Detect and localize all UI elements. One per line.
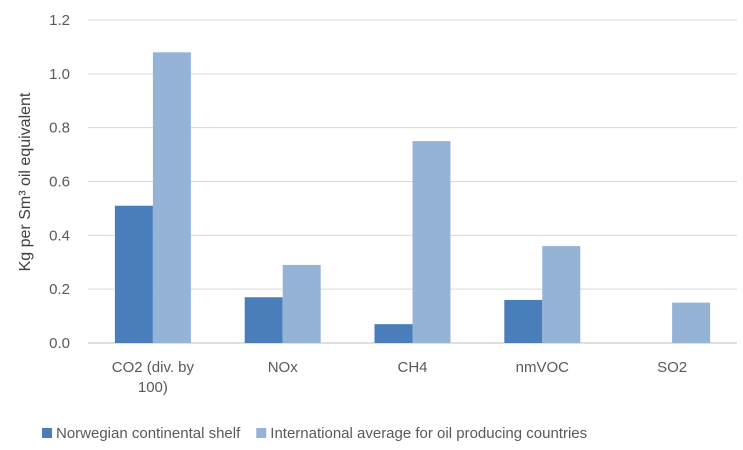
legend-swatch [256,428,267,438]
bar-norwegian-shelf [244,297,283,343]
y-tick-label: 0.0 [49,335,70,352]
bar-international-average [282,264,321,343]
bar-international-average [152,52,191,344]
y-tick-labels: 0.0 0.2 0.4 0.6 0.8 1.0 1.2 [49,12,70,352]
category-label: NOx [268,359,299,376]
y-tick-label: 1.2 [49,12,70,29]
legend-swatch [42,428,52,438]
category-label: 100) [138,379,168,396]
category-label: CH4 [397,359,427,376]
bar-international-average [672,302,711,343]
bar-norwegian-shelf [374,324,413,343]
category-labels: CO2 (div. by 100) NOx CH4 nmVOC SO2 [112,359,687,396]
bar-international-average [542,246,581,343]
legend: Norwegian continental shelf International… [42,425,587,442]
y-tick-label: 0.6 [49,174,70,191]
y-tick-label: 0.4 [49,227,70,244]
y-tick-label: 1.0 [49,66,70,83]
category-label: CO2 (div. by [112,359,195,376]
legend-label: Norwegian continental shelf [56,425,241,442]
bar-norwegian-shelf [504,299,543,343]
bar-norwegian-shelf [114,205,153,343]
category-label: SO2 [657,359,687,376]
category-label: nmVOC [516,359,570,376]
y-tick-label: 0.8 [49,120,70,137]
legend-label: International average for oil producing … [270,425,587,442]
bar-international-average [412,141,451,343]
bars [114,52,711,344]
y-axis-title: Kg per Sm³ oil equivalent [17,92,34,271]
y-tick-label: 0.2 [49,281,70,298]
